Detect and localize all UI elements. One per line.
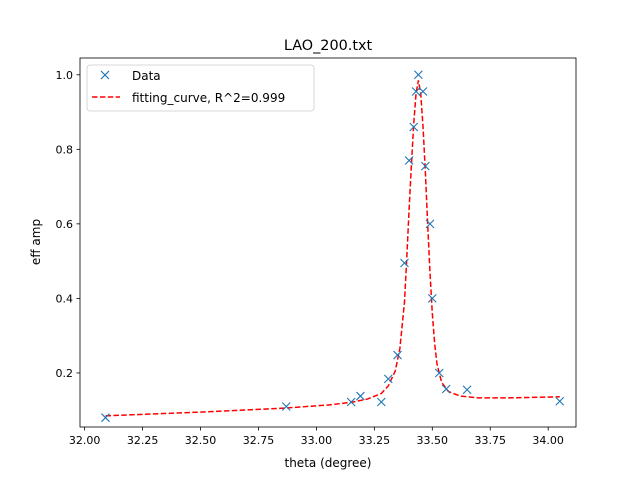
legend: Data fitting_curve, R^2=0.999 bbox=[86, 64, 315, 112]
x-tick-label: 32.75 bbox=[243, 434, 275, 447]
data-point bbox=[356, 391, 365, 401]
y-tick-label: 0.4 bbox=[56, 292, 74, 305]
legend-frame bbox=[86, 64, 315, 112]
y-axis-label: eff amp bbox=[29, 219, 43, 265]
data-point bbox=[462, 385, 472, 395]
x-tick-label: 33.00 bbox=[301, 434, 333, 447]
data-point bbox=[555, 396, 565, 406]
x-tick-label: 33.50 bbox=[417, 434, 449, 447]
x-axis-label: theta (degree) bbox=[285, 456, 372, 470]
legend-label-fit: fitting_curve, R^2=0.999 bbox=[132, 91, 285, 105]
data-point bbox=[427, 294, 437, 303]
plot-frame bbox=[79, 57, 577, 428]
y-tick-label: 0.8 bbox=[56, 143, 74, 156]
data-point bbox=[393, 350, 402, 360]
x-axis: 32.00 32.25 32.50 32.75 33.00 33.25 33.50 33.75… bbox=[69, 427, 564, 447]
x-tick-label: 32.50 bbox=[185, 434, 217, 447]
data-point bbox=[400, 258, 409, 268]
y-axis: 0.2 0.4 0.6 0.8 1.0 bbox=[56, 69, 80, 380]
data-point bbox=[414, 70, 423, 80]
x-tick-label: 32.25 bbox=[127, 434, 159, 447]
data-point bbox=[404, 156, 414, 165]
y-tick-label: 1.0 bbox=[56, 69, 74, 82]
chart-title: LAO_200.txt bbox=[284, 38, 373, 54]
data-point bbox=[434, 368, 444, 378]
legend-marker-data bbox=[100, 70, 110, 80]
x-tick-label: 34.00 bbox=[532, 434, 564, 447]
y-tick-label: 0.2 bbox=[56, 367, 74, 380]
data-point bbox=[346, 397, 356, 407]
x-tick-label: 33.25 bbox=[359, 434, 391, 447]
x-tick-label: 32.00 bbox=[69, 434, 101, 447]
data-point bbox=[376, 397, 386, 407]
legend-label-data: Data bbox=[132, 69, 161, 83]
x-tick-label: 33.75 bbox=[474, 434, 506, 447]
data-point bbox=[281, 402, 291, 411]
data-point bbox=[409, 122, 419, 132]
series-layer bbox=[101, 70, 565, 423]
data-point bbox=[420, 161, 430, 171]
y-tick-label: 0.6 bbox=[56, 218, 74, 231]
data-point bbox=[383, 374, 393, 384]
data-point bbox=[441, 384, 451, 394]
data-point bbox=[418, 87, 428, 96]
data-point bbox=[411, 87, 421, 96]
plot-background bbox=[80, 58, 576, 427]
plot-area bbox=[79, 57, 577, 428]
data-point bbox=[101, 413, 110, 423]
data-point bbox=[425, 219, 435, 229]
